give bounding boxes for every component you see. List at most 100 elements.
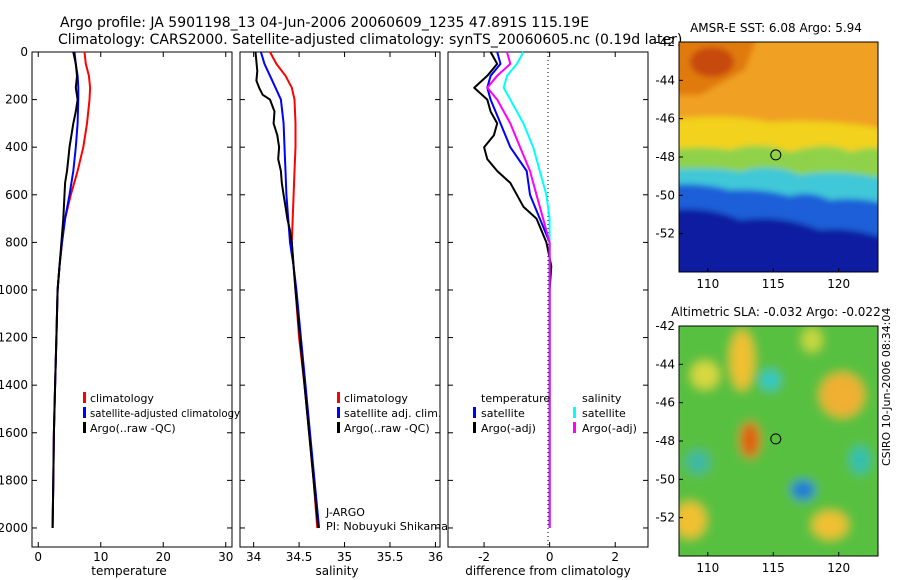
- temperature-y-tick-label-5: 1000: [0, 283, 28, 297]
- difference-series-3: [486, 51, 551, 528]
- sst-map-axes: 110 115 120 -42 -44 -46 -48 -50 -52: [655, 35, 850, 291]
- difference-legend-label-sal-sat: satellite: [582, 407, 626, 420]
- sla-field-low-2: [760, 370, 780, 390]
- salinity-plot-frame: [239, 51, 441, 548]
- sla-map-title: Altimetric SLA: -0.032 Argo: -0.022: [671, 305, 880, 319]
- difference-legend-label-temp-argo: Argo(-adj): [481, 422, 536, 435]
- sla-y-tick-label-4: -50: [655, 472, 675, 486]
- difference-legend-swatch-temp-argo: [473, 422, 476, 433]
- temperature-x-tick-label-1: 10: [93, 550, 108, 564]
- difference-legend-label-temp-sat: satellite: [481, 407, 525, 420]
- temperature-x-tick-label-3: 30: [218, 550, 233, 564]
- difference-x-ticks: -2 0 2: [448, 51, 648, 564]
- temperature-y-ticks: 0 200 400 600 800 1000 1200 1400 1600 1800 2000: [0, 45, 232, 535]
- salinity-legend-swatch-2: [337, 407, 340, 418]
- difference-lines: [473, 51, 553, 528]
- difference-legend-swatch-temp-sat: [473, 407, 476, 418]
- difference-legend-swatch-sal-argo: [573, 422, 576, 433]
- sla-map-panel: Altimetric SLA: -0.032 Argo: -0.022 110 1…: [655, 305, 880, 575]
- sst-y-tick-label-2: -46: [655, 112, 675, 126]
- salinity-annotation-program: J-ARGO: [325, 506, 365, 519]
- sst-field-hot-spot: [690, 47, 734, 77]
- difference-legend-swatch-sal-sat: [573, 407, 576, 418]
- sla-heatmap: [679, 326, 878, 556]
- header-line-2: Climatology: CARS2000. Satellite-adjuste…: [58, 32, 682, 48]
- temperature-legend-swatch-2: [83, 407, 86, 418]
- salinity-panel: 34 34.5 35 35.5 36 salinity climatology sate…: [239, 51, 448, 578]
- sla-argo-marker: [770, 433, 782, 445]
- difference-legend-title-temperature: temperature: [481, 392, 550, 405]
- salinity-x-tick-label-4: 36: [428, 550, 443, 564]
- sla-field-high-5: [812, 511, 848, 539]
- sla-y-tick-label-1: -44: [655, 357, 675, 371]
- salinity-series-2: [254, 51, 320, 529]
- difference-series-1: [473, 51, 553, 528]
- temperature-y-tick-label-2: 400: [5, 140, 28, 154]
- salinity-x-tick-label-0: 34: [246, 550, 261, 564]
- temperature-y-tick-label-3: 600: [5, 188, 28, 202]
- sst-y-tick-label-3: -48: [655, 150, 675, 164]
- sla-y-tick-label-3: -48: [655, 434, 675, 448]
- sla-x-tick-label-0: 110: [696, 561, 719, 575]
- sst-field-deep-blue: [679, 209, 878, 272]
- sla-field-high-7: [802, 328, 822, 352]
- sst-y-tick-label-0: -42: [655, 35, 675, 49]
- sla-field-high-2: [820, 373, 864, 417]
- salinity-legend-swatch-1: [337, 392, 340, 403]
- temperature-y-tick-label-0: 0: [20, 45, 28, 59]
- temperature-y-tick-label-8: 1600: [0, 426, 28, 440]
- difference-panel: -2 0 2 difference from climatology tempera…: [447, 51, 649, 578]
- temperature-legend-swatch-3: [83, 422, 86, 433]
- temperature-legend: climatology satellite-adjusted climatolo…: [83, 392, 240, 435]
- difference-legend-label-sal-argo: Argo(-adj): [582, 422, 637, 435]
- sst-y-tick-label-4: -50: [655, 188, 675, 202]
- temperature-x-ticks: 0 10 20 30: [34, 52, 233, 564]
- temperature-x-label: temperature: [91, 564, 166, 578]
- temperature-plot-frame: [31, 51, 233, 548]
- temperature-panel: 0 200 400 600 800 1000 1200 1400 1600 1800 2000 0 1…: [0, 45, 240, 578]
- salinity-annotation-pi: PI: Nobuyuki Shikama: [326, 520, 448, 533]
- sla-map-axes: 110 115 120 -42 -44 -46 -48 -50 -52: [655, 319, 850, 575]
- sla-field-high-4: [691, 361, 719, 389]
- salinity-x-tick-label-2: 35: [337, 550, 352, 564]
- salinity-lines: [254, 51, 321, 529]
- sst-map-panel: AMSR-E SST: 6.08 Argo: 5.94 110 115 120 -42…: [655, 21, 879, 291]
- sst-x-tick-label-1: 115: [762, 277, 785, 291]
- salinity-legend-swatch-3: [337, 422, 340, 433]
- temperature-legend-swatch-1: [83, 392, 86, 403]
- sst-x-tick-label-0: 110: [696, 277, 719, 291]
- temperature-y-tick-label-9: 1800: [0, 473, 28, 487]
- salinity-series-0: [269, 51, 319, 529]
- sla-y-tick-label-5: -52: [655, 511, 675, 525]
- temperature-y-tick-label-6: 1200: [0, 331, 28, 345]
- salinity-x-tick-label-1: 34.5: [286, 550, 313, 564]
- sla-field-high-3: [740, 422, 760, 458]
- temperature-y-tick-label-1: 200: [5, 93, 28, 107]
- difference-x-tick-label-0: -2: [478, 550, 490, 564]
- temperature-x-tick-label-2: 20: [156, 550, 171, 564]
- temperature-lines: [51, 51, 92, 529]
- temperature-legend-label-3: Argo(..raw -QC): [90, 422, 176, 435]
- sla-field-low-1: [791, 480, 815, 500]
- difference-legend: temperature satellite Argo(-adj) salinit…: [473, 392, 637, 435]
- salinity-x-label: salinity: [315, 564, 358, 578]
- side-label: CSIRO 10-Jun-2006 08:34:04: [880, 308, 893, 466]
- temperature-legend-label-2: satellite-adjusted climatology: [90, 407, 240, 420]
- sst-heatmap: [679, 42, 878, 272]
- temperature-legend-label-1: climatology: [90, 392, 154, 405]
- difference-x-label: difference from climatology: [465, 564, 631, 578]
- temperature-y-tick-label-10: 2000: [0, 521, 28, 535]
- sla-y-tick-label-0: -42: [655, 319, 675, 333]
- sla-y-tick-label-2: -46: [655, 396, 675, 410]
- difference-x-tick-label-2: 2: [611, 550, 619, 564]
- salinity-legend-label-3: Argo(..raw -QC): [344, 422, 430, 435]
- sla-x-tick-label-2: 120: [827, 561, 850, 575]
- difference-legend-title-salinity: salinity: [582, 392, 622, 405]
- sla-x-tick-label-1: 115: [762, 561, 785, 575]
- sla-field-low-3: [850, 446, 870, 474]
- difference-x-tick-label-1: 0: [546, 550, 554, 564]
- temperature-series-2: [51, 51, 79, 529]
- salinity-legend-label-2: satellite adj. clim.: [344, 407, 441, 420]
- sla-field-high-1: [730, 330, 754, 390]
